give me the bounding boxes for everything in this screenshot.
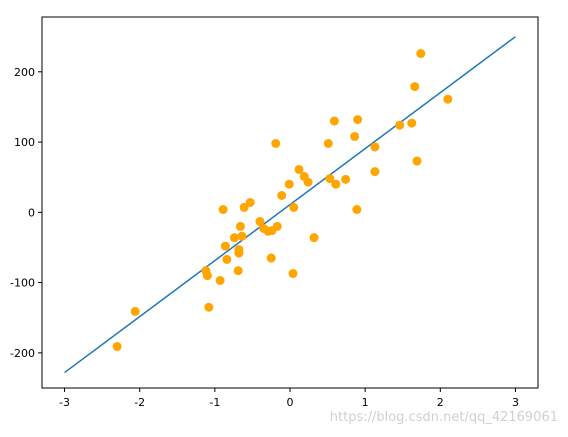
scatter-point <box>277 190 287 200</box>
axes-frame <box>41 16 539 389</box>
scatter-point <box>443 94 453 104</box>
scatter-point <box>266 253 276 263</box>
scatter-point <box>294 164 304 174</box>
scatter-point <box>220 241 230 251</box>
scatter-point <box>272 221 282 231</box>
scatter-point <box>370 142 380 152</box>
y-tick-label: -100 <box>10 277 35 290</box>
scatter-point <box>130 306 140 316</box>
scatter-point <box>229 233 239 243</box>
scatter-point <box>407 118 417 128</box>
scatter-point <box>353 115 363 125</box>
scatter-point <box>323 138 333 148</box>
scatter-point <box>112 342 122 352</box>
y-tick-label: -200 <box>10 347 35 360</box>
x-tick-label: -3 <box>59 396 70 409</box>
scatter-point <box>331 179 341 189</box>
scatter-point <box>289 202 299 212</box>
scatter-point <box>412 156 422 166</box>
watermark: https://blog.csdn.net/qq_42169061 <box>330 410 558 425</box>
scatter-point <box>410 82 420 92</box>
y-tick-label: 100 <box>14 136 35 149</box>
scatter-point <box>288 268 298 278</box>
scatter-point <box>309 233 319 243</box>
scatter-point <box>325 174 335 184</box>
y-tick-label: 0 <box>28 206 35 219</box>
scatter-point <box>218 205 228 215</box>
x-tick-label: 2 <box>437 396 444 409</box>
scatter-point <box>284 179 294 189</box>
x-tick-label: 3 <box>512 396 519 409</box>
y-tick-label: 200 <box>14 66 35 79</box>
scatter-point <box>329 116 339 126</box>
x-tick-label: 0 <box>287 396 294 409</box>
scatter-point <box>303 177 313 187</box>
scatter-point <box>416 49 426 59</box>
scatter-point <box>370 167 380 177</box>
x-tick-label: 1 <box>362 396 369 409</box>
scatter-point <box>202 271 212 281</box>
scatter-point <box>255 216 265 226</box>
scatter-point <box>271 138 281 148</box>
scatter-point <box>245 198 255 207</box>
line <box>64 36 516 374</box>
scatter-point <box>352 205 362 215</box>
scatter-point <box>233 266 243 276</box>
scatter-point <box>350 131 360 141</box>
scatter-point <box>239 202 249 212</box>
scatter-point <box>235 221 245 231</box>
scatter-point <box>215 275 225 285</box>
scatter-point <box>395 120 405 130</box>
scatter-point <box>222 254 232 264</box>
x-tick-label: -1 <box>209 396 220 409</box>
scatter-point <box>204 302 214 312</box>
x-tick-label: -2 <box>134 396 145 409</box>
scatter-point <box>341 174 351 184</box>
scatter-point <box>237 231 247 241</box>
scatter-point <box>234 248 244 258</box>
